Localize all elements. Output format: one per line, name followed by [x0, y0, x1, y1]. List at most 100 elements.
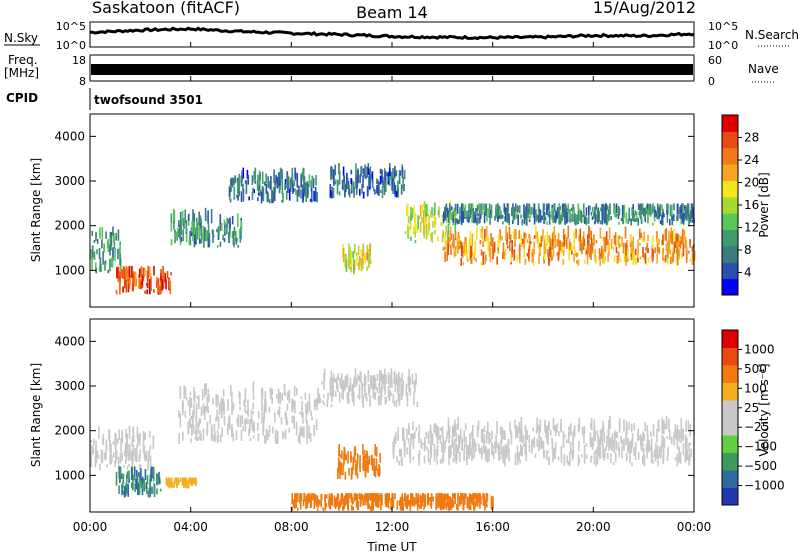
velocity-cell — [433, 424, 435, 433]
power-cell — [394, 185, 397, 195]
power-cell — [577, 214, 580, 225]
power-cell — [316, 191, 318, 203]
power-cell — [454, 246, 457, 257]
velocity-cell — [653, 449, 656, 458]
velocity-cell — [139, 432, 141, 446]
power-cell — [369, 181, 371, 190]
power-cell — [356, 187, 358, 193]
velocity-cell — [466, 496, 469, 508]
power-cell — [561, 213, 564, 220]
power-cell — [646, 243, 649, 253]
velocity-cell — [137, 482, 139, 495]
power-cell — [556, 252, 558, 256]
velocity-cell — [348, 398, 350, 405]
power-cell — [311, 198, 313, 202]
velocity-cell — [605, 446, 607, 451]
power-cell — [452, 244, 454, 248]
velocity-cell — [220, 397, 223, 404]
power-cell — [678, 243, 681, 247]
velocity-cell — [343, 446, 346, 458]
power-cell — [267, 192, 270, 202]
velocity-cell — [318, 499, 321, 505]
power-cell — [553, 203, 556, 212]
velocity-cell — [235, 430, 238, 441]
velocity-cell — [271, 397, 273, 404]
power-cell — [530, 241, 532, 245]
power-cell — [506, 210, 509, 224]
velocity-cell — [401, 372, 403, 383]
power-cell — [242, 167, 245, 179]
velocity-cell — [445, 501, 448, 511]
power-cell — [529, 206, 532, 218]
velocity-cell — [377, 396, 380, 405]
power-cell — [179, 235, 182, 246]
velocity-cell — [340, 463, 342, 476]
power-cell — [653, 217, 656, 222]
velocity-cell — [601, 434, 603, 443]
power-cell — [276, 176, 279, 189]
velocity-cell — [680, 418, 683, 431]
velocity-cell — [140, 468, 142, 481]
velocity-cell — [340, 493, 343, 501]
velocity-cell — [463, 430, 465, 443]
power-cell — [334, 164, 336, 176]
power-cell — [475, 257, 477, 263]
power-ylabel: Slant Range [km] — [29, 158, 43, 262]
power-cell — [231, 215, 234, 225]
velocity-cell — [476, 498, 479, 504]
power-cell — [563, 209, 565, 216]
velocity-cell — [541, 441, 543, 449]
velocity-cell — [411, 493, 414, 500]
velocity-cell — [302, 412, 304, 424]
velocity-cell — [96, 450, 99, 459]
power-cell — [468, 203, 470, 213]
power-cell — [421, 203, 424, 213]
power-cell — [155, 280, 158, 288]
velocity-cell — [239, 415, 242, 427]
power-cell — [500, 213, 502, 220]
velocity-cell — [385, 499, 387, 507]
velocity-cell — [506, 448, 508, 456]
power-cell — [417, 215, 419, 230]
power-colorbar-swatch — [722, 262, 738, 280]
velocity-cell — [149, 474, 152, 487]
velocity-cell — [640, 436, 643, 443]
velocity-cell — [388, 493, 390, 501]
power-cell — [450, 244, 452, 255]
power-cell — [529, 234, 531, 242]
velocity-cell — [95, 454, 98, 464]
velocity-cell — [540, 436, 542, 450]
power-cell — [302, 177, 305, 183]
velocity-colorbar-swatch — [722, 400, 738, 418]
velocity-cell — [181, 477, 184, 486]
power-cell — [156, 277, 158, 283]
power-cell — [615, 246, 618, 254]
velocity-cell — [465, 436, 467, 446]
power-cell — [203, 238, 205, 248]
power-cell — [204, 207, 207, 221]
power-cell — [539, 243, 541, 248]
velocity-cell — [423, 504, 426, 509]
power-cell — [259, 189, 262, 197]
velocity-cell — [319, 397, 321, 404]
velocity-cell — [368, 503, 370, 509]
velocity-cell — [490, 495, 493, 510]
velocity-cell — [121, 452, 123, 461]
power-cell — [462, 210, 465, 223]
velocity-cell — [642, 442, 644, 447]
velocity-cell — [441, 442, 443, 452]
power-cell — [109, 258, 111, 272]
power-cell — [659, 204, 661, 216]
power-cell — [525, 206, 527, 215]
power-cell — [305, 188, 307, 202]
velocity-cell — [394, 493, 396, 500]
power-cell — [516, 205, 519, 214]
velocity-cell — [362, 444, 364, 456]
velocity-cell — [293, 505, 296, 509]
power-cell — [662, 234, 664, 245]
velocity-cell — [264, 391, 267, 403]
velocity-cell — [205, 406, 207, 413]
power-cell — [447, 243, 450, 255]
power-cell — [110, 237, 112, 251]
power-cell — [548, 247, 551, 256]
